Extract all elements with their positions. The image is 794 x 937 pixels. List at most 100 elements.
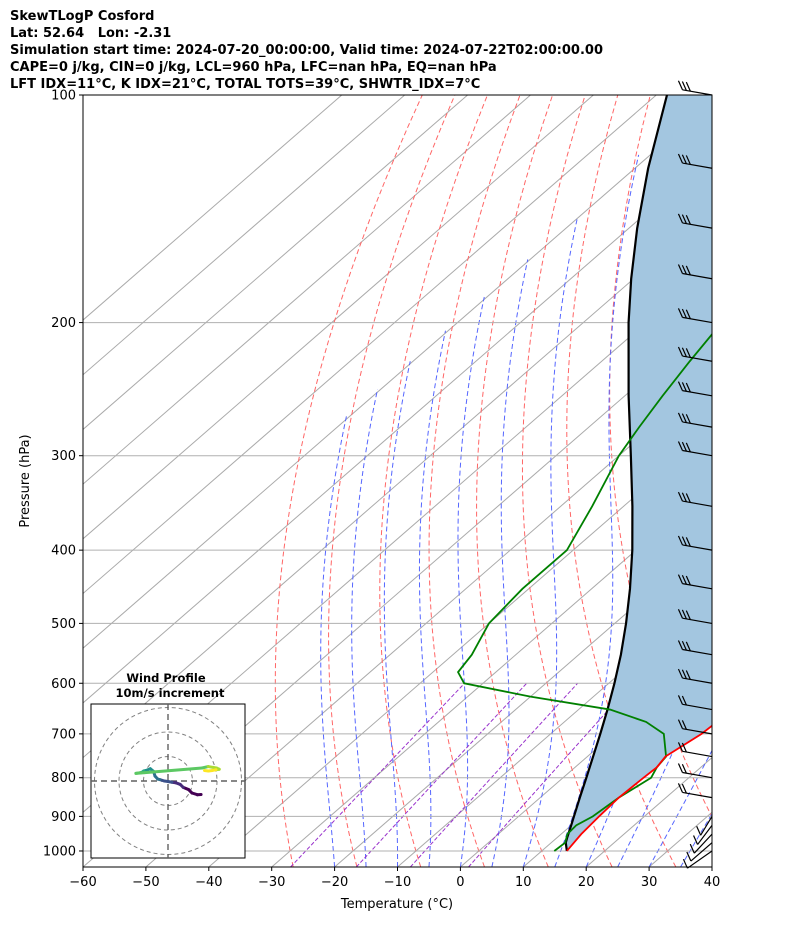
wind-barb-staff [697, 825, 713, 845]
moist-adiabat [351, 389, 379, 867]
isotherm [83, 155, 712, 704]
mixing-ratio-line [468, 682, 633, 867]
isotherm [83, 95, 594, 540]
cape-fill [565, 95, 712, 851]
wind-barb-feather [681, 441, 687, 452]
isotherm [83, 95, 468, 431]
wind-barb-staff [682, 750, 713, 758]
isotherm [334, 538, 712, 867]
wind-barb-feather [677, 668, 684, 679]
wind-barb-staff [682, 89, 713, 96]
dry-adiabat [274, 95, 423, 867]
wind-barb-feather [685, 265, 691, 276]
wind-barb-feather [686, 851, 692, 862]
wind-barb-feather [685, 382, 691, 393]
wind-barb-feather [681, 347, 687, 357]
dry-adiabat [476, 95, 554, 867]
wind-barb-staff [682, 390, 713, 397]
y-tick-label: 200 [51, 316, 76, 331]
wind-barb-staff [682, 162, 713, 169]
wind-barb-feather [685, 670, 691, 680]
isotherm [397, 592, 712, 867]
wind-barb-feather [677, 308, 684, 318]
mixing-ratio-line [355, 682, 528, 867]
mixing-ratio-line [290, 682, 465, 867]
wind-barb-feather [677, 491, 684, 502]
hodograph-title: Wind Profile [126, 671, 206, 685]
dry-adiabat [769, 95, 794, 867]
wind-barb-feather [681, 81, 687, 91]
wind-barb-feather [681, 214, 687, 224]
isotherm [145, 374, 712, 867]
y-tick-label: 600 [51, 677, 76, 692]
wind-barb-feather [681, 536, 687, 546]
isotherm [83, 100, 712, 649]
x-tick-label: −20 [321, 875, 348, 890]
wind-barb-staff [700, 816, 713, 836]
wind-barb-staff [690, 842, 713, 862]
moist-adiabat [491, 259, 529, 867]
x-axis-label: Temperature (°C) [340, 897, 453, 912]
wind-barb-feather [681, 640, 687, 651]
wind-barb-feather [685, 309, 691, 319]
wind-barb-staff [682, 617, 713, 624]
wind-barb-feather [677, 381, 684, 391]
y-tick-label: 500 [51, 617, 76, 632]
isotherm [83, 95, 657, 595]
moist-adiabat [457, 296, 485, 867]
isotherm [711, 866, 712, 867]
wind-barb-feather [677, 608, 684, 619]
wind-barb-feather [681, 783, 687, 794]
x-axis: −60 −50 −40 −30 −20 −10 0 10 20 30 40 [69, 867, 720, 890]
wind-barb-feather [685, 641, 691, 652]
isotherm [83, 95, 531, 485]
chart-title: SkewTLogP Cosford [10, 9, 155, 24]
wind-barb-feather [677, 264, 684, 274]
x-tick-label: −30 [258, 875, 285, 890]
x-tick-label: −10 [384, 875, 411, 890]
y-axis-label: Pressure (hPa) [18, 434, 33, 527]
wind-barb-staff [682, 316, 713, 324]
isotherm [83, 95, 343, 321]
wind-barb-feather [685, 610, 691, 620]
wind-barb-feather [681, 695, 687, 706]
wind-barb-feather [685, 414, 691, 424]
wind-barb-feather [681, 609, 687, 620]
wind-barb-feather [693, 835, 699, 845]
wind-barb-feather [677, 441, 684, 451]
wind-barb-staff [682, 791, 713, 799]
y-tick-label: 100 [51, 89, 76, 104]
wind-barb-staff [682, 449, 713, 457]
dry-adiabat [731, 95, 794, 867]
y-tick-label: 1000 [43, 844, 76, 859]
x-tick-label: 0 [456, 875, 464, 890]
x-tick-label: 20 [578, 875, 595, 890]
y-tick-label: 400 [51, 544, 76, 559]
wind-barb-feather [681, 669, 687, 679]
wind-barb-feather [681, 154, 687, 164]
wind-barb-staff [682, 583, 713, 590]
wind-barb-feather [681, 308, 687, 319]
wind-barb-feather [677, 640, 684, 650]
wind-barb-feather [677, 574, 684, 584]
hodograph-segment [134, 766, 204, 775]
y-tick-label: 300 [51, 449, 76, 464]
y-tick-label: 900 [51, 810, 76, 825]
wind-barb-feather [677, 719, 684, 729]
moist-adiabat [711, 866, 712, 867]
wind-barb-feather [681, 413, 687, 423]
wind-barb-staff [682, 544, 713, 551]
dry-adiabat [566, 95, 677, 867]
wind-barb-feather [677, 695, 684, 705]
wind-barb-feather [677, 742, 684, 752]
wind-barb-staff [682, 421, 713, 428]
wind-barb-feather [681, 742, 687, 753]
y-tick-label: 700 [51, 727, 76, 742]
wind-barb-feather [677, 213, 684, 224]
wind-barb-feather [685, 575, 691, 586]
convective-parameters: CAPE=0 j/kg, CIN=0 j/kg, LCL=960 hPa, LF… [10, 60, 497, 75]
dry-adiabat [379, 95, 488, 867]
isotherm [271, 483, 712, 867]
wind-barb-feather [685, 442, 691, 453]
